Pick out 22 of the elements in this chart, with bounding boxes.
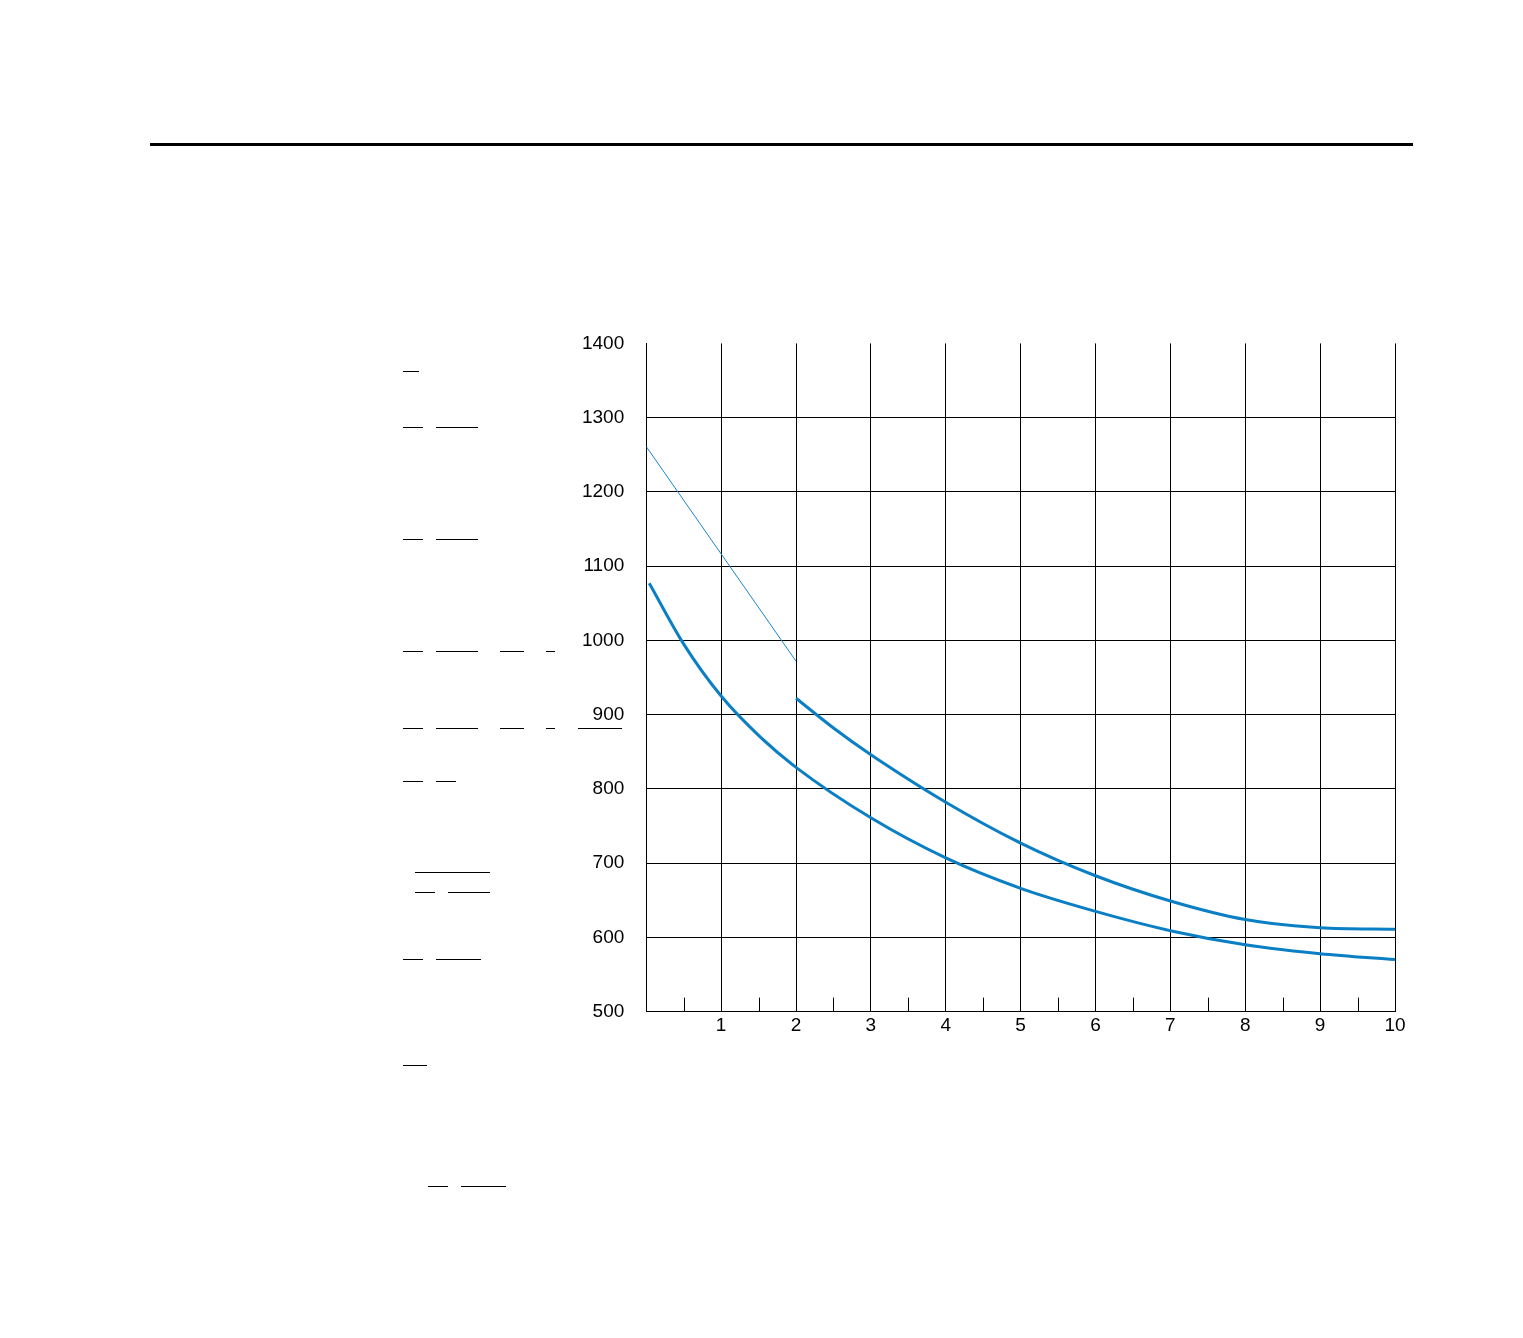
y-tick-label: 1300 [581, 405, 625, 427]
x-tick-label: 10 [1384, 1014, 1406, 1036]
x-tick-label: 1 [715, 1014, 727, 1036]
x-tick-label: 6 [1090, 1014, 1101, 1036]
x-tick-label: 7 [1165, 1014, 1176, 1036]
y-tick-label: 1100 [583, 554, 625, 576]
x-tick-label: 5 [1015, 1014, 1026, 1036]
y-tick-label: 700 [592, 851, 625, 873]
x-tick-label: 8 [1239, 1014, 1251, 1036]
y-tick-label: 500 [592, 999, 625, 1021]
x-tick-label: 3 [865, 1014, 877, 1036]
line-series [647, 581, 1395, 962]
x-tick-label: 2 [790, 1014, 802, 1036]
x-tick-label: 9 [1314, 1014, 1326, 1036]
line-series [794, 696, 1395, 931]
y-tick-label: 1400 [581, 331, 625, 353]
y-tick-label: 1000 [581, 628, 625, 650]
y-tick-label: 800 [592, 777, 625, 799]
x-tick-label: 4 [940, 1014, 952, 1036]
y-tick-label: 600 [592, 925, 625, 947]
y-tick-label: 900 [592, 702, 625, 724]
y-tick-label: 1200 [581, 480, 625, 502]
